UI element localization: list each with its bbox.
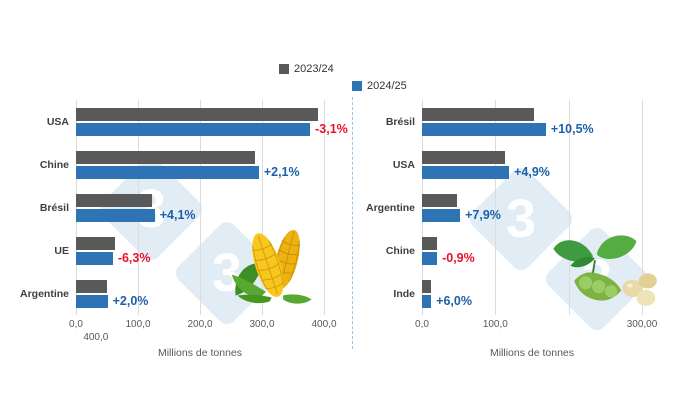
gridline [324, 100, 325, 315]
bar-group: USA -3,1% [18, 100, 348, 143]
bar-group: USA +4,9% [360, 143, 642, 186]
gridline [262, 100, 263, 315]
bar-group: Chine -0,9% [360, 229, 642, 272]
soybean-icon [545, 228, 660, 318]
axis-tick-label: 200,0 [187, 319, 213, 330]
category-label: Argentine [365, 201, 415, 214]
axis-tick-label: 100,0 [482, 319, 508, 330]
bar-group: Argentine +2,0% [18, 272, 324, 315]
bar-2023/24 [76, 279, 107, 293]
change-label: +4,9% [514, 164, 550, 179]
axis-tick-label: 0,0 [69, 319, 83, 330]
bar-2023/24 [76, 236, 116, 250]
bars: +4,9% [422, 150, 642, 179]
bar-group: Brésil +4,1% [18, 186, 324, 229]
bars: +6,0% [422, 279, 642, 308]
category-label: USA [46, 115, 69, 128]
axis-extra-tick-label: 400,0 [83, 332, 109, 343]
legend-label-2023-24: 2023/24 [294, 63, 334, 75]
legend-item-2023-24: 2023/24 [279, 63, 334, 75]
x-axis: 0,0 100,0 300,00 [415, 319, 657, 345]
bars: +2,1% [76, 150, 324, 179]
bar-2024/25 [422, 294, 432, 308]
bar-2024/25 [76, 208, 155, 222]
gridline [422, 100, 423, 315]
bar-2023/24 [422, 193, 458, 207]
bar-group: UE -6,3% [18, 229, 324, 272]
bar-2023/24 [422, 236, 438, 250]
bars: -0,9% [422, 236, 642, 265]
bar-2023/24 [422, 279, 431, 293]
bars: -6,3% [76, 236, 324, 265]
axis-tick-label: 300,0 [249, 319, 275, 330]
bar-2023/24 [76, 150, 256, 164]
change-label: +2,0% [112, 293, 149, 308]
corn-icon [228, 206, 323, 316]
chart-separator [352, 97, 353, 349]
bar-2023/24 [76, 107, 318, 121]
axis-title: Millions de tonnes [157, 347, 243, 359]
bar-2024/25 [76, 294, 108, 308]
change-label: +6,0% [436, 293, 472, 308]
category-label: UE [54, 244, 69, 257]
bar-2024/25 [422, 251, 438, 265]
plot-gridlines [76, 100, 325, 315]
category-label: Argentine [19, 287, 69, 300]
category-label: Chine [385, 244, 415, 257]
bars: +2,0% [76, 279, 324, 308]
bar-2024/25 [422, 122, 546, 136]
category-label: Inde [393, 287, 415, 300]
legend-label-2024-25: 2024/25 [367, 80, 407, 92]
bar-rows: Brésil +10,5% USA +4,9% Argentine +7,9% Chine -… [360, 100, 642, 315]
bar-group: Brésil +10,5% [360, 100, 642, 143]
change-label: +4,1% [159, 207, 196, 222]
bars: +10,5% [422, 107, 642, 136]
gridline [568, 100, 570, 315]
bars: +4,1% [76, 193, 324, 222]
bar-2023/24 [76, 193, 152, 207]
legend-swatch-2023-24 [279, 64, 289, 74]
bar-2024/25 [422, 165, 510, 179]
gridline [76, 100, 77, 315]
axis-title: Millions de tonnes [489, 347, 575, 359]
gridline [138, 100, 139, 315]
category-label: Chine [39, 158, 69, 171]
category-label: Brésil [39, 201, 69, 214]
bar-2024/25 [76, 165, 259, 179]
change-label: +7,9% [465, 207, 501, 222]
bar-2024/25 [76, 122, 311, 136]
gridline [642, 100, 643, 315]
category-label: USA [392, 158, 415, 171]
soybean-bar-chart: Brésil +10,5% USA +4,9% Argentine +7,9% Chine -… [360, 100, 657, 359]
legend-item-2024-25: 2024/25 [352, 80, 407, 92]
corn-bar-chart: USA -3,1% Chine +2,1% Brésil +4,1% UE -6,3% Arge… [18, 100, 348, 359]
bar-group: Chine +2,1% [18, 143, 324, 186]
axis-tick-label: 300,00 [626, 319, 658, 330]
bar-2023/24 [422, 107, 535, 121]
bar-rows: USA -3,1% Chine +2,1% Brésil +4,1% UE -6,3% Arge… [18, 100, 348, 315]
change-label: -3,1% [315, 121, 348, 136]
bar-2024/25 [76, 251, 113, 265]
bars: -3,1% [76, 107, 348, 136]
gridline [495, 100, 497, 315]
axis-tick-label: 100,0 [125, 319, 151, 330]
change-label: -0,9% [442, 250, 475, 265]
x-axis: 0,0 100,0 200,0 300,0 400,0 400,0 [69, 319, 336, 345]
change-label: +10,5% [550, 121, 594, 136]
bars: +7,9% [422, 193, 642, 222]
category-label: Brésil [385, 115, 415, 128]
bar-2023/24 [422, 150, 506, 164]
gridline [200, 100, 201, 315]
legend-swatch-2024-25 [352, 81, 362, 91]
axis-tick-label: 0,0 [415, 319, 429, 330]
plot-gridlines [422, 100, 643, 315]
bar-group: Argentine +7,9% [360, 186, 642, 229]
bar-group: Inde +6,0% [360, 272, 642, 315]
axis-tick-label: 400,0 [311, 319, 337, 330]
change-label: +2,1% [263, 164, 300, 179]
bar-2024/25 [422, 208, 461, 222]
change-label: -6,3% [117, 250, 151, 265]
